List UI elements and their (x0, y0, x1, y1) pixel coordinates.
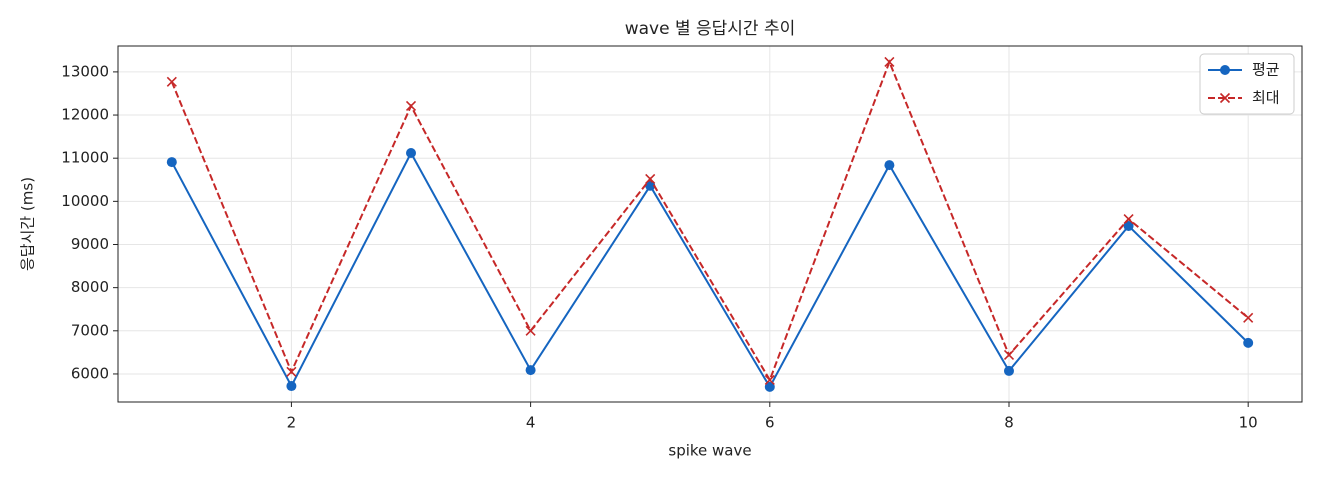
y-tick-label: 11000 (61, 149, 109, 167)
data-point (1243, 312, 1254, 323)
series-line (170, 59, 1249, 383)
data-point (645, 180, 656, 191)
x-tick-label: 4 (526, 414, 536, 432)
data-point (1003, 349, 1015, 361)
data-point (645, 173, 656, 184)
x-tick-label: 10 (1239, 414, 1258, 432)
data-point (405, 100, 417, 112)
series-line (170, 150, 1249, 389)
data-point (286, 366, 297, 377)
data-point (166, 157, 177, 168)
data-point (1243, 337, 1254, 348)
x-tick-label: 2 (287, 414, 297, 432)
y-axis-label: 응답시간 (ms) (19, 177, 37, 271)
y-tick-label: 10000 (61, 192, 109, 210)
data-point (884, 56, 895, 68)
chart-title: wave 별 응답시간 추이 (625, 19, 796, 39)
y-tick-label: 12000 (61, 106, 109, 124)
data-point (525, 325, 536, 336)
legend-label: 최대 (1252, 89, 1280, 107)
data-point (1123, 213, 1134, 225)
x-axis-label: spike wave (668, 442, 751, 460)
data-point (1003, 365, 1014, 376)
plot-frame (117, 45, 1303, 403)
data-point (764, 374, 775, 386)
x-tick-label: 6 (765, 414, 775, 432)
legend-box (1199, 53, 1295, 115)
y-tick-label: 9000 (71, 235, 109, 253)
data-point (525, 365, 536, 376)
y-tick-label: 13000 (61, 62, 109, 80)
legend-label: 평균 (1252, 61, 1280, 79)
x-tick-label: 8 (1004, 414, 1014, 432)
legend-marker (1220, 65, 1230, 75)
data-point (884, 160, 895, 171)
y-tick-label: 6000 (71, 364, 109, 382)
data-point (764, 381, 775, 392)
legend-marker (1219, 92, 1231, 104)
y-tick-label: 8000 (71, 278, 109, 296)
data-point (166, 76, 177, 87)
y-tick-label: 7000 (71, 321, 109, 339)
data-point (1123, 220, 1134, 231)
data-point (286, 381, 297, 392)
data-point (406, 148, 417, 159)
